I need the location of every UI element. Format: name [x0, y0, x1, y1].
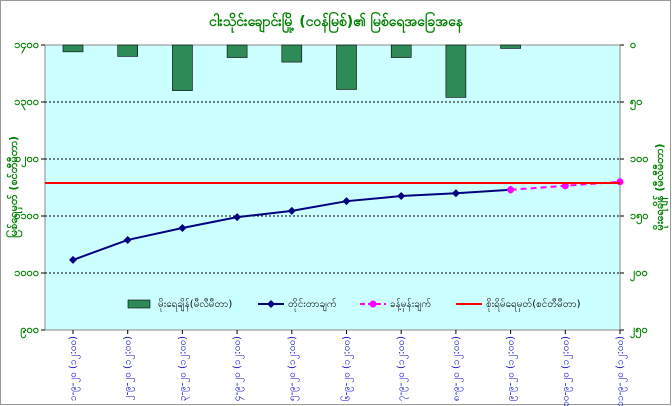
x-tick-label: ၉-၉-၂၀ (၁၂:၀၀)	[506, 336, 519, 401]
point	[69, 255, 77, 264]
bar	[226, 44, 248, 58]
x-tick-label: ၆-၉-၂၀ (၁၂:၀၀)	[340, 336, 355, 401]
x-tick-label: ၇-၉-၂၀ (၁၂:၀၀)	[396, 336, 409, 401]
bar	[500, 44, 521, 49]
bar	[390, 44, 412, 58]
y2-tick-label: ၀	[630, 38, 636, 51]
x-tick-label: ၂-၉-၂၀ (၁၂:၀၀)	[123, 336, 136, 401]
bar	[172, 44, 193, 91]
legend-label: မိုးရေချိန်(မီလီမီတာ)	[158, 297, 232, 312]
legend-marker	[369, 300, 377, 308]
y2-axis-label: မိုးရေချိန် (မီလီမီတာ)	[652, 144, 669, 231]
chart-title: ငါးသိုင်းချောင်းမြို့ (ငဝန်မြစ်)၏ မြစ်ရေ…	[209, 12, 464, 33]
bar	[281, 44, 303, 63]
x-tick-label: ၁၁-၉-၂၀ (၁၂:၀၀)	[615, 336, 628, 406]
legend-label: စိုးရိမ်ရေမှတ်(စင်တီမီတာ)	[486, 297, 581, 312]
plot-area	[44, 44, 621, 331]
point	[287, 206, 296, 215]
y-tick-label: ၁၂၀၀	[15, 152, 39, 168]
legend-label: ခန့်မှန်းချက်	[390, 297, 431, 312]
point	[616, 178, 624, 186]
y-tick-label: ၉၀၀	[20, 323, 39, 339]
point	[178, 223, 187, 232]
y2-tick-label: ၅၀	[630, 95, 642, 111]
legend-marker	[267, 300, 275, 308]
legend-swatch	[127, 299, 151, 309]
point	[233, 213, 242, 222]
legend-label: တိုင်းတာချက်	[288, 297, 337, 312]
x-tick-label: ၁၀-၉-၂၀ (၁၂:၀၀)	[560, 336, 573, 406]
bar	[62, 44, 84, 53]
x-tick-label: ၅-၉-၂၀ (၁၂:၀၀)	[287, 336, 300, 401]
y-tick-label: ၁၁၀၀	[14, 209, 39, 222]
y-tick-label: ၁၀၀၀	[14, 266, 39, 279]
point	[451, 189, 460, 198]
bar	[117, 44, 138, 57]
point	[123, 235, 132, 244]
y2-tick-label: ၂၀၀	[630, 266, 648, 282]
x-tick-label: ၁-၉-၂၀ (၁၂:၀၀)	[68, 336, 81, 401]
y2-tick-label: ၂၅၀	[630, 323, 648, 339]
x-tick-label: ၈-၉-၂၀ (၁၂:၀၀)	[451, 336, 464, 401]
y-axis-label: မြစ်ရေမှတ် (စင်တီမီတာ)	[5, 136, 23, 238]
y2-tick-label: ၁၅၀	[630, 209, 649, 225]
point	[342, 197, 351, 206]
bar	[336, 44, 357, 90]
x-tick-label: ၄-၉-၂၀ (၁၂:၀၀)	[232, 336, 245, 401]
y-tick-label: ၁၄၀၀	[14, 38, 39, 54]
x-tick-label: ၃-၉-၂၀ (၁၂:၀၀)	[177, 336, 190, 401]
point	[507, 186, 515, 194]
point	[397, 192, 406, 201]
point	[561, 182, 569, 190]
y-tick-label: ၁၃၀၀	[14, 95, 39, 111]
bar	[445, 44, 467, 98]
y2-tick-label: ၁၀၀	[630, 152, 649, 165]
